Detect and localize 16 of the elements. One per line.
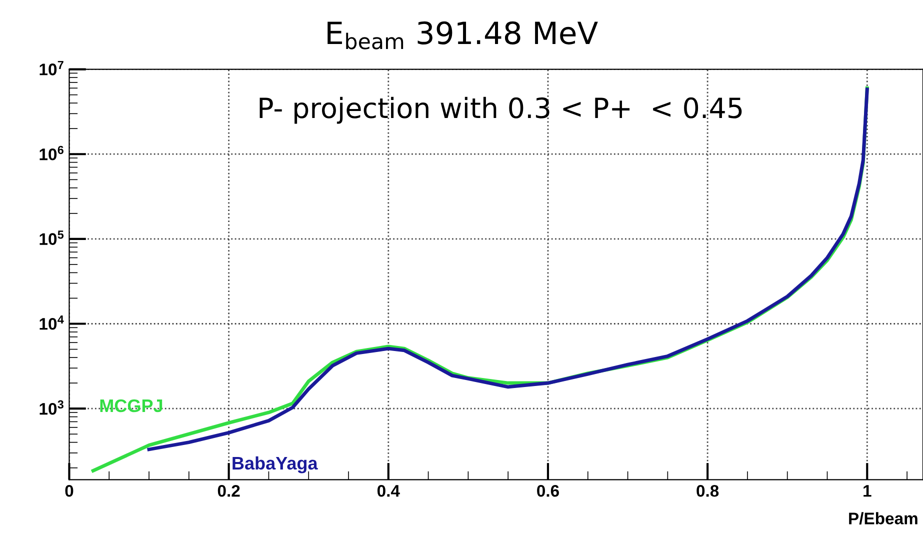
series-label: BabaYaga — [232, 456, 318, 474]
x-tick-label: 0.4 — [377, 485, 400, 497]
y-tick-label: 10$^{6}$ — [40, 146, 64, 160]
x-tick-label: 0.2 — [218, 485, 240, 497]
series-label: MCGPJ — [100, 399, 162, 412]
chart-title: E$_{beam}$ 391.48 MeV — [328, 21, 598, 50]
y-tick-label: 10$^{3}$ — [40, 400, 64, 415]
y-tick-label: 10$^{7}$ — [40, 60, 64, 76]
x-tick-label: 0.8 — [696, 485, 719, 497]
x-axis-title: P/Ebeam — [849, 512, 918, 525]
y-tick-label: 10$^{5}$ — [40, 230, 64, 245]
x-tick-label: 1 — [864, 485, 872, 497]
y-tick-label: 10$^{4}$ — [40, 315, 64, 330]
annotation: P- projection with 0.3 < P+ < 0.45 — [260, 96, 742, 124]
x-tick-label: 0 — [65, 485, 74, 497]
x-tick-label: 0.6 — [537, 485, 559, 497]
